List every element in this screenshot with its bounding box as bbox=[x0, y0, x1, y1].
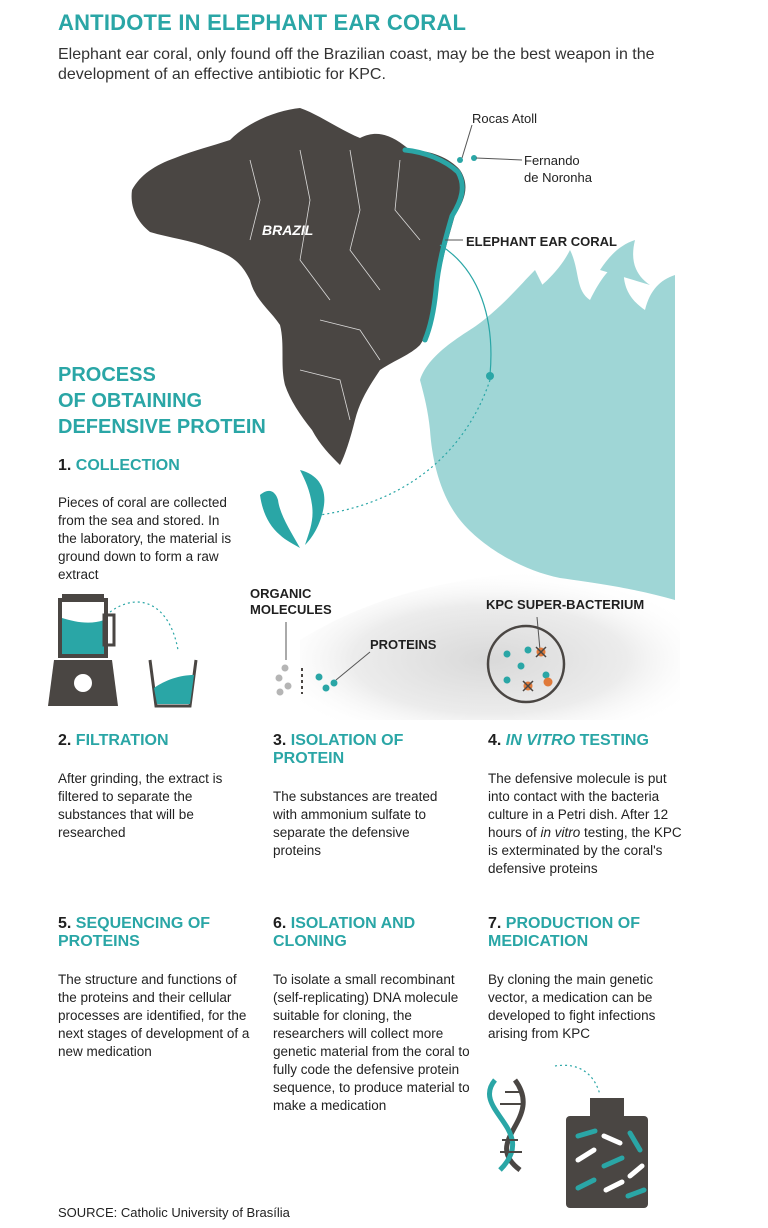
dna-to-bottle-connector bbox=[554, 1064, 601, 1096]
step-5-label: SEQUENCING OF PROTEINS bbox=[58, 915, 211, 950]
step-6-body: To isolate a small recombinant (self-rep… bbox=[273, 972, 470, 1113]
step-5-body: The structure and functions of the prote… bbox=[58, 972, 250, 1059]
process-title: PROCESS OF OBTAINING DEFENSIVE PROTEIN bbox=[58, 362, 266, 440]
step-5-heading: 5. SEQUENCING OF PROTEINS bbox=[58, 915, 228, 951]
blender-icon bbox=[48, 594, 118, 706]
petri-dish-icon bbox=[486, 616, 566, 704]
coral-coast-highlight bbox=[402, 147, 465, 343]
kpc-super-bacterium-label: KPC SUPER-BACTERIUM bbox=[486, 597, 645, 612]
elephant-ear-coral-label: ELEPHANT EAR CORAL bbox=[466, 234, 617, 249]
process-title-line3: DEFENSIVE PROTEIN bbox=[58, 416, 266, 438]
step-3-number: 3. bbox=[273, 732, 287, 749]
step-6-heading: 6. ISOLATION AND CLONING bbox=[273, 915, 443, 951]
pour-dotted-line bbox=[109, 601, 179, 651]
rocas-atoll-marker bbox=[457, 157, 463, 163]
step-1-label: COLLECTION bbox=[75, 457, 180, 474]
brazil-map bbox=[131, 108, 466, 465]
fernando-label: Fernando de Noronha bbox=[524, 152, 592, 186]
step-3-heading: 3. ISOLATION OF PROTEIN bbox=[273, 732, 443, 768]
step-6-label: ISOLATION AND CLONING bbox=[273, 915, 416, 950]
page-title: ANTIDOTE IN ELEPHANT EAR CORAL bbox=[58, 10, 467, 35]
step-1-body: Pieces of coral are collected from the s… bbox=[58, 495, 232, 582]
process-title-line2: OF OBTAINING bbox=[58, 390, 203, 412]
proteins-label: PROTEINS bbox=[370, 637, 437, 652]
coral-pieces-icon bbox=[260, 470, 325, 548]
fog-background bbox=[300, 569, 680, 720]
medication-bottle-icon bbox=[566, 1098, 648, 1208]
step-7-number: 7. bbox=[488, 915, 502, 932]
brazil-label: BRAZIL bbox=[262, 222, 314, 238]
step-2-label: FILTRATION bbox=[75, 732, 169, 749]
dna-icon bbox=[486, 1078, 526, 1172]
step-2-number: 2. bbox=[58, 732, 72, 749]
step-4-body-part1: The defensive molecule is put into conta… bbox=[488, 771, 669, 840]
rocas-atoll-label: Rocas Atoll bbox=[472, 111, 538, 126]
step-7-label: PRODUCTION OF MEDICATION bbox=[488, 915, 641, 950]
step-1-number: 1. bbox=[58, 457, 72, 474]
step-7-body: By cloning the main genetic vector, a me… bbox=[488, 972, 656, 1041]
step-4-body-part2: testing, the KPC is exterminated by the … bbox=[488, 825, 682, 876]
molecules-icon bbox=[275, 622, 371, 696]
dotted-connector bbox=[439, 244, 492, 376]
elephant-ear-coral-illustration bbox=[420, 240, 675, 600]
step-3-label: ISOLATION OF PROTEIN bbox=[273, 732, 404, 767]
fernando-label-line1: Fernando bbox=[524, 153, 580, 168]
step-4-body: The defensive molecule is put into conta… bbox=[488, 770, 688, 878]
page-subtitle: Elephant ear coral, only found off the B… bbox=[58, 46, 655, 83]
step-4-label-italic: IN VITRO bbox=[505, 732, 576, 749]
step-2-heading: 2. FILTRATION bbox=[58, 732, 169, 750]
state-borders bbox=[249, 149, 421, 421]
step-5-number: 5. bbox=[58, 915, 72, 932]
fernando-label-line2: de Noronha bbox=[524, 170, 592, 185]
step-1-heading: 1. COLLECTION bbox=[58, 457, 180, 475]
fernando-marker bbox=[471, 155, 477, 161]
step-4-label: IN VITRO TESTING bbox=[506, 732, 649, 749]
glass-icon bbox=[148, 659, 198, 708]
organic-molecules-line1: ORGANIC bbox=[250, 586, 312, 601]
step-4-label-rest: TESTING bbox=[575, 732, 649, 749]
step-4-number: 4. bbox=[488, 732, 502, 749]
step-6-number: 6. bbox=[273, 915, 287, 932]
organic-molecules-line2: MOLECULES bbox=[250, 602, 332, 617]
step-2-body: After grinding, the extract is filtered … bbox=[58, 771, 223, 840]
step-3-body: The substances are treated with ammonium… bbox=[273, 789, 438, 858]
step-7-heading: 7. PRODUCTION OF MEDICATION bbox=[488, 915, 658, 951]
step-4-heading: 4. IN VITRO TESTING bbox=[488, 732, 649, 750]
source-credit: SOURCE: Catholic University of Brasília bbox=[58, 1205, 290, 1220]
organic-molecules-label: ORGANIC MOLECULES bbox=[250, 586, 332, 618]
step-4-body-italic: in vitro bbox=[540, 825, 581, 840]
process-title-line1: PROCESS bbox=[58, 364, 156, 386]
